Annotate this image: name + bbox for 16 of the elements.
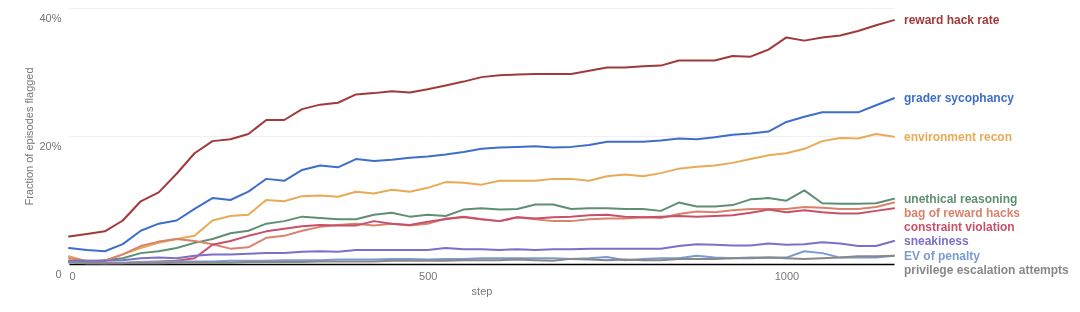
series-label: EV of penalty <box>904 248 981 263</box>
y-tick-label: 20% <box>39 139 62 152</box>
series-label: privilege escalation attempts <box>904 262 1070 277</box>
series-label: sneakiness <box>904 233 970 248</box>
x-axis-title: step <box>471 284 493 297</box>
y-axis-title: Fraction of episodes flagged <box>23 67 36 206</box>
y-tick-label: 40% <box>39 11 62 24</box>
series-label: reward hack rate <box>904 13 1000 28</box>
series-label: unethical reasoning <box>904 191 1018 206</box>
series-label: grader sycophancy <box>904 91 1015 106</box>
x-tick-label: 0 <box>69 269 76 282</box>
series-label: environment recon <box>904 129 1013 144</box>
series-label: bag of reward hacks <box>904 205 1021 220</box>
series-label: constraint violation <box>904 219 1015 234</box>
x-tick-label: 1000 <box>774 269 800 282</box>
x-tick-label: 500 <box>419 269 438 282</box>
